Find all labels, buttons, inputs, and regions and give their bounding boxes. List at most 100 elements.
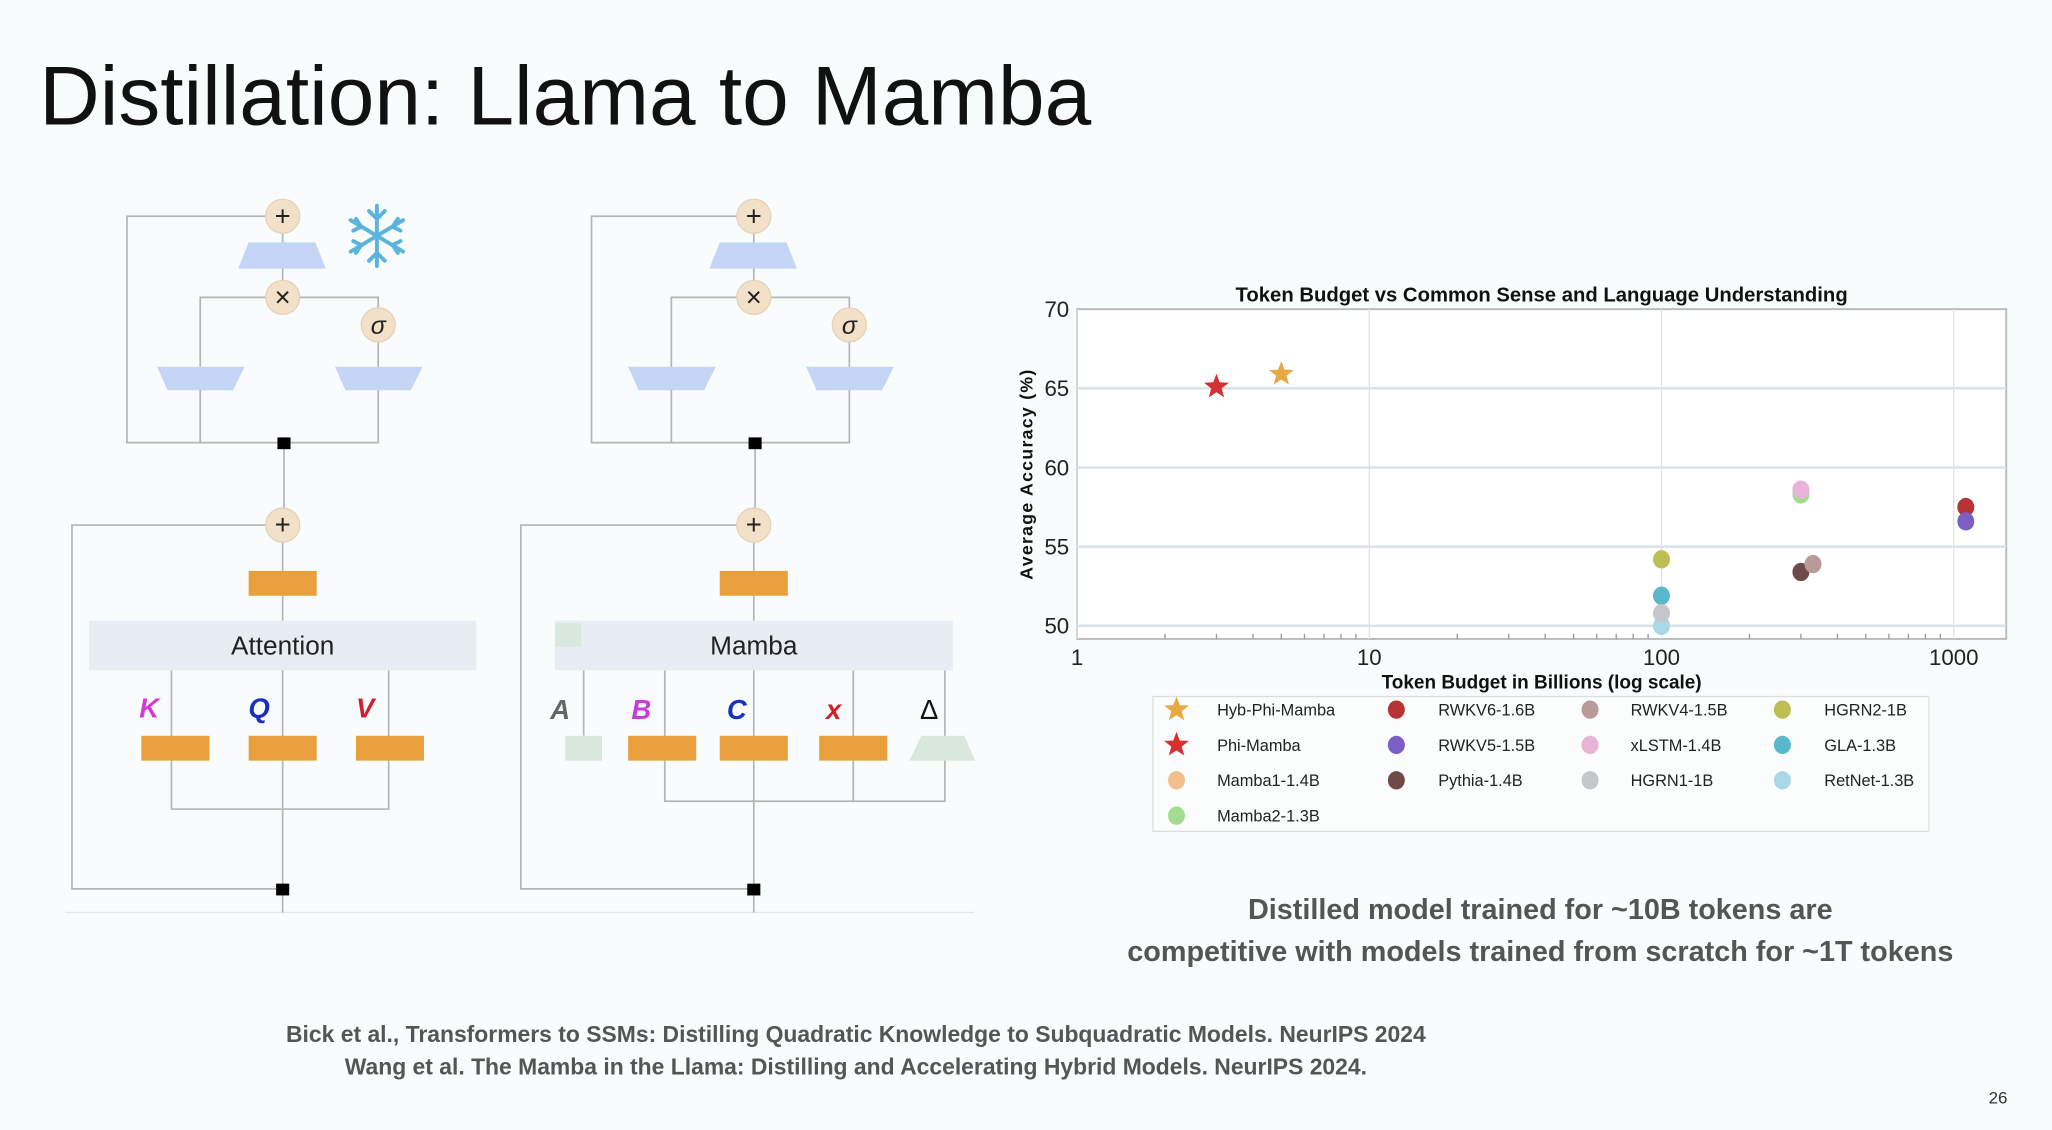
- plot-area: [1076, 308, 2008, 640]
- svg-text:+: +: [746, 200, 762, 231]
- x-projection: [819, 735, 888, 761]
- slide-title: Distillation: Llama to Mamba: [39, 49, 1091, 143]
- reference-1: Bick et al., Transformers to SSMs: Disti…: [286, 1021, 1426, 1047]
- legend-label: RWKV6-1.6B: [1438, 701, 1535, 719]
- point-rwkv4-1-5b: [1804, 554, 1822, 574]
- sigma-node: σ: [831, 307, 867, 343]
- c-projection: [719, 735, 788, 761]
- legend-label: Mamba2-1.3B: [1217, 808, 1320, 826]
- x-tick-label: 1000: [1929, 645, 1978, 670]
- legend-label: Phi-Mamba: [1217, 737, 1301, 755]
- y-tick-label: 70: [1044, 297, 1069, 322]
- legend-marker-mamba2-1-3b: [1167, 806, 1186, 825]
- point-hgrn1-1b: [1652, 604, 1670, 623]
- point-xlstm-1-4b: [1792, 480, 1810, 499]
- k-label: K: [139, 692, 161, 723]
- a-label: A: [549, 694, 570, 725]
- point-phi-mamba: [1203, 373, 1229, 398]
- v-projection: [355, 735, 425, 761]
- legend-label: RWKV5-1.5B: [1438, 737, 1535, 755]
- point-retnet-1-3b: [1652, 616, 1670, 636]
- attention-block-diagram: + × σ + Attention K Q V: [65, 198, 974, 914]
- legend-marker-rwkv6-1-6b: [1387, 700, 1405, 719]
- plus-node: +: [265, 198, 301, 234]
- mlp-up-projection-left: [628, 366, 716, 391]
- mlp-up-projection-left: [157, 366, 245, 391]
- svg-text:σ: σ: [842, 312, 858, 340]
- q-label: Q: [248, 692, 269, 723]
- legend-label: RWKV4-1.5B: [1631, 701, 1728, 719]
- c-label: C: [727, 694, 748, 725]
- a-parameter: [565, 735, 602, 761]
- legend-label: xLSTM-1.4B: [1631, 737, 1722, 755]
- q-projection: [248, 735, 317, 761]
- legend-marker-hyb-phi-mamba: [1164, 696, 1189, 721]
- y-axis-label: Average Accuracy (%): [1017, 368, 1037, 579]
- legend-marker-hgrn1-1b: [1581, 771, 1599, 790]
- point-rwkv5-1-5b: [1957, 512, 1975, 531]
- legend-box: [1152, 695, 1930, 832]
- residual-junction: [748, 437, 762, 450]
- residual-junction: [747, 883, 761, 896]
- v-label: V: [356, 692, 377, 723]
- chart-title: Token Budget vs Common Sense and Languag…: [1236, 284, 1848, 306]
- output-projection: [248, 570, 317, 596]
- mamba-label: Mamba: [710, 631, 798, 661]
- sigma-node: σ: [360, 307, 396, 343]
- legend-label: HGRN2-1B: [1824, 701, 1907, 719]
- scatter-chart: Token Budget vs Common Sense and Languag…: [1017, 284, 2008, 832]
- plus-node: +: [736, 198, 772, 234]
- legend-marker-hgrn2-1b: [1773, 700, 1791, 719]
- mamba-param-square: [554, 623, 582, 647]
- legend-label: Pythia-1.4B: [1438, 772, 1523, 790]
- mlp-up-projection-right: [335, 366, 423, 391]
- svg-text:+: +: [746, 509, 762, 540]
- legend-label: Hyb-Phi-Mamba: [1217, 701, 1336, 719]
- x-axis-label: Token Budget in Billions (log scale): [1382, 673, 1702, 694]
- attention-label: Attention: [231, 631, 334, 661]
- mlp-up-projection-right: [806, 366, 894, 391]
- plus-node: +: [265, 507, 301, 543]
- point-rwkv6-1-6b: [1957, 497, 1975, 517]
- attention-box: [88, 620, 477, 671]
- legend-label: Mamba1-1.4B: [1217, 772, 1320, 790]
- legend-label: RetNet-1.3B: [1824, 772, 1914, 790]
- legend-marker-pythia-1-4b: [1387, 771, 1405, 790]
- y-tick-label: 60: [1044, 455, 1069, 480]
- x-tick-label: 100: [1643, 645, 1680, 670]
- snowflake-icon: [348, 203, 406, 268]
- legend-marker-gla-1-3b: [1773, 735, 1791, 755]
- b-projection: [628, 735, 697, 761]
- mlp-down-projection: [238, 242, 326, 269]
- times-node: ×: [265, 279, 301, 316]
- legend-marker-retnet-1-3b: [1773, 771, 1791, 790]
- page-number: 26: [1989, 1089, 2008, 1108]
- point-hyb-phi-mamba: [1268, 360, 1294, 385]
- x-tick-label: 1: [1071, 645, 1083, 670]
- reference-2: Wang et al. The Mamba in the Llama: Dist…: [345, 1054, 1367, 1080]
- caption-line-2: competitive with models trained from scr…: [1127, 936, 1953, 968]
- times-node: ×: [736, 279, 772, 316]
- x-label: x: [824, 694, 843, 725]
- y-tick-label: 65: [1044, 376, 1069, 401]
- legend-marker-xlstm-1-4b: [1581, 735, 1599, 755]
- svg-text:×: ×: [275, 282, 291, 313]
- residual-junction: [277, 437, 291, 450]
- svg-text:×: ×: [746, 282, 762, 313]
- legend-marker-mamba1-1-4b: [1167, 771, 1186, 790]
- svg-text:+: +: [275, 509, 291, 540]
- delta-projection: [909, 735, 975, 761]
- mlp-down-projection: [709, 242, 797, 269]
- mamba-block-diagram: + × σ + Mamba A B C x Δ: [520, 198, 975, 913]
- point-hgrn2-1b: [1652, 550, 1670, 569]
- legend-marker-phi-mamba: [1164, 731, 1189, 756]
- x-tick-label: 10: [1357, 645, 1382, 670]
- output-projection: [719, 570, 788, 596]
- point-gla-1-3b: [1652, 586, 1670, 605]
- plus-node: +: [736, 507, 772, 543]
- k-projection: [141, 735, 210, 761]
- y-tick-label: 55: [1044, 535, 1069, 560]
- legend-marker-rwkv4-1-5b: [1581, 700, 1599, 719]
- svg-text:+: +: [275, 200, 291, 231]
- legend-label: HGRN1-1B: [1631, 772, 1714, 790]
